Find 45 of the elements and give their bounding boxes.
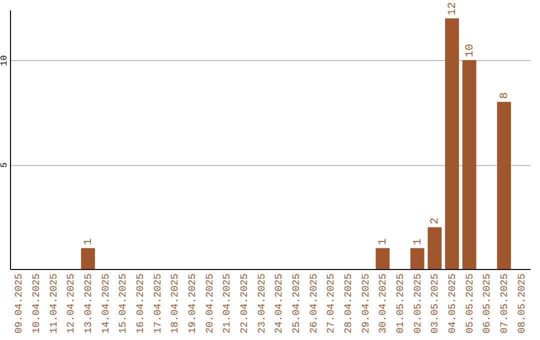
x-tick-label: 18.04.2025 (170, 274, 182, 334)
data-label: 1 (83, 238, 95, 246)
x-tick-label: 24.04.2025 (274, 274, 286, 334)
data-label: 1 (412, 238, 424, 246)
x-tick-label: 17.04.2025 (153, 274, 164, 334)
x-tick-label: 28.04.2025 (344, 274, 355, 334)
x-tick-label: 02.05.2025 (413, 274, 424, 334)
bar (376, 248, 390, 269)
x-tick-label: 26.04.2025 (309, 274, 320, 334)
data-label: 12 (447, 2, 459, 16)
x-tick-label: 27.04.2025 (326, 274, 338, 334)
x-tick-label: 21.04.2025 (222, 274, 234, 334)
x-tick-label: 16.04.2025 (136, 274, 147, 334)
x-tick-label: 13.04.2025 (84, 274, 95, 334)
x-tick-label: 09.04.2025 (14, 274, 26, 334)
data-label: 8 (499, 92, 511, 99)
x-tick-label: 08.05.2025 (517, 274, 528, 334)
x-tick-label: 05.05.2025 (465, 274, 476, 334)
bar (497, 102, 511, 269)
x-tick-label: 15.04.2025 (118, 274, 130, 334)
x-tick-label: 19.04.2025 (188, 274, 199, 334)
x-tick-label: 22.04.2025 (240, 274, 251, 334)
x-tick-label: 03.05.2025 (430, 274, 442, 334)
bar (81, 248, 95, 269)
x-tick-label: 11.04.2025 (49, 274, 60, 334)
x-tick-label: 07.05.2025 (500, 274, 511, 334)
data-label: 1 (378, 238, 390, 246)
x-tick-label: 04.05.2025 (448, 274, 459, 334)
y-tick-label: 5 (0, 162, 10, 168)
data-label: 2 (430, 218, 442, 224)
x-tick-label: 23.04.2025 (257, 274, 268, 334)
bar (410, 248, 424, 269)
bar (428, 227, 442, 269)
x-tick-label: 29.04.2025 (361, 274, 372, 334)
x-tick-label: 12.04.2025 (66, 274, 78, 334)
x-tick-label: 25.04.2025 (292, 274, 303, 334)
bar (445, 18, 459, 269)
bar (462, 60, 476, 269)
data-label: 10 (464, 44, 476, 58)
x-tick-label: 14.04.2025 (101, 274, 112, 334)
x-tick-label: 20.04.2025 (205, 274, 216, 334)
x-tick-label: 30.04.2025 (378, 274, 390, 334)
x-tick-label: 06.05.2025 (482, 274, 494, 334)
x-tick-label: 10.04.2025 (32, 274, 43, 334)
x-tick-label: 01.05.2025 (396, 274, 407, 334)
